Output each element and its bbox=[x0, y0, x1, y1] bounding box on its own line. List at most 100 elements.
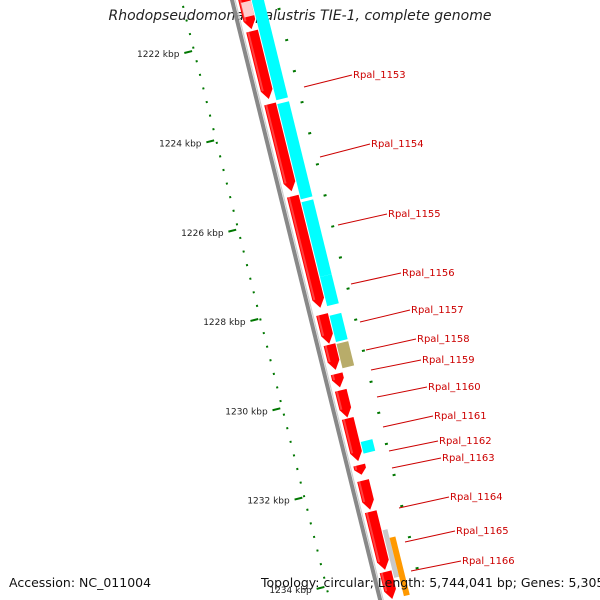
right-tick bbox=[346, 287, 350, 290]
kbp-label: 1224 kbp bbox=[159, 139, 202, 149]
cds-arrow-7-shade bbox=[331, 374, 336, 381]
gene-label: Rpal_1154 bbox=[371, 139, 424, 150]
gene-label: Rpal_1159 bbox=[422, 355, 475, 366]
gene-label-leader bbox=[376, 386, 428, 398]
genome-title: Rhodopseudomonas palustris TIE-1, comple… bbox=[108, 8, 492, 24]
cds-arrow-4 bbox=[286, 194, 325, 308]
gene-label: Rpal_1160 bbox=[428, 382, 481, 393]
gene-feature-5 bbox=[329, 312, 348, 343]
right-tick bbox=[400, 504, 404, 508]
gene-feature-6 bbox=[360, 439, 376, 454]
gene-label-leader bbox=[319, 143, 371, 158]
gene-label-leader bbox=[359, 309, 411, 323]
gene-label-leader bbox=[391, 457, 442, 469]
gene-label: Rpal_1163 bbox=[442, 453, 495, 464]
gene-label-leader bbox=[382, 415, 434, 428]
cds-arrow-9-shade bbox=[342, 419, 354, 454]
gene-label: Rpal_1166 bbox=[462, 556, 515, 567]
cds-arrow-6 bbox=[323, 343, 340, 370]
right-tick bbox=[415, 566, 419, 570]
kbp-tick-major bbox=[316, 585, 325, 590]
gene-label-leader bbox=[404, 530, 456, 543]
gene-label: Rpal_1161 bbox=[434, 411, 487, 422]
kbp-label: 1226 kbp bbox=[181, 229, 224, 239]
cds-arrow-12 bbox=[364, 510, 389, 570]
right-tick bbox=[361, 349, 366, 353]
cds-arrow-9 bbox=[341, 417, 362, 462]
gene-label-leader bbox=[365, 338, 417, 351]
right-tick bbox=[338, 256, 343, 259]
misc-feature-1 bbox=[336, 341, 355, 369]
cds-arrow-8 bbox=[334, 388, 352, 418]
cds-arrow-5-shade bbox=[317, 315, 325, 337]
gene-label: Rpal_1164 bbox=[450, 492, 503, 503]
cds-arrow-3-shade bbox=[265, 104, 287, 184]
cds-arrow-13 bbox=[379, 570, 396, 600]
right-tick bbox=[292, 69, 297, 73]
kbp-label: 1222 kbp bbox=[137, 50, 180, 60]
gene-label: Rpal_1155 bbox=[388, 209, 441, 220]
right-tick bbox=[377, 411, 381, 415]
cds-arrow-8-shade bbox=[335, 391, 343, 410]
cds-arrow-3 bbox=[264, 102, 296, 192]
right-tick bbox=[407, 535, 412, 539]
cds-arrow-11 bbox=[357, 479, 374, 510]
kbp-tick-major bbox=[206, 139, 215, 144]
cds-faint-top bbox=[240, 0, 255, 18]
right-tick bbox=[392, 473, 396, 477]
cds-arrow-2 bbox=[246, 29, 273, 100]
right-tick bbox=[384, 442, 389, 446]
right-tick bbox=[284, 38, 289, 42]
genome-summary-text: Topology: circular; Length: 5,744,041 bp… bbox=[261, 575, 600, 590]
cds-arrow-4-shade bbox=[287, 196, 316, 301]
kbp-label: 1230 kbp bbox=[225, 407, 268, 417]
cds-arrow-7 bbox=[330, 372, 344, 388]
cds-arrow-2-shade bbox=[247, 31, 264, 92]
cds-arrow-13-shade bbox=[380, 572, 388, 592]
kbp-tick-major bbox=[184, 50, 193, 54]
kbp-tick-major bbox=[250, 318, 259, 322]
kbp-tick-major bbox=[272, 407, 281, 412]
cds-arrow-10 bbox=[353, 463, 366, 475]
gene-label: Rpal_1153 bbox=[353, 70, 406, 81]
gene-label: Rpal_1162 bbox=[439, 436, 492, 447]
gene-label: Rpal_1156 bbox=[402, 268, 455, 279]
genome-backbone-edge bbox=[234, 0, 384, 600]
misc-feature-grey bbox=[382, 529, 400, 578]
gene-label: Rpal_1165 bbox=[456, 526, 509, 537]
gene-label-leader bbox=[398, 496, 450, 509]
kbp-tick-major bbox=[294, 496, 303, 501]
right-tick bbox=[315, 162, 320, 166]
gene-label-leader bbox=[410, 560, 462, 572]
cds-arrow-5 bbox=[316, 313, 333, 344]
cds-arrow-12-shade bbox=[365, 512, 381, 563]
kbp-label: 1228 kbp bbox=[203, 318, 246, 328]
gene-label-leader bbox=[370, 359, 422, 371]
right-tick bbox=[331, 225, 335, 228]
gene-feature-2 bbox=[277, 101, 313, 200]
kbp-tick-major bbox=[228, 228, 237, 233]
gene-label: Rpal_1157 bbox=[411, 305, 464, 316]
gene-feature-3 bbox=[301, 199, 332, 277]
right-tick bbox=[300, 100, 304, 104]
right-tick bbox=[369, 380, 373, 384]
gene-feature-1 bbox=[251, 0, 288, 101]
kbp-label: 1232 kbp bbox=[247, 497, 290, 507]
right-tick bbox=[277, 7, 281, 11]
other-feature-1 bbox=[389, 536, 410, 597]
gene-label-leader bbox=[388, 440, 439, 452]
gene-label-leader bbox=[337, 213, 388, 226]
right-tick bbox=[354, 318, 358, 321]
genome-backbone bbox=[229, 0, 383, 600]
cds-arrow-10-shade bbox=[354, 465, 358, 471]
kbp-label: 1234 kbp bbox=[269, 586, 312, 596]
cds-arrow-11-shade bbox=[358, 481, 366, 503]
accession-text: Accession: NC_011004 bbox=[9, 575, 152, 590]
gene-label-leader bbox=[303, 74, 353, 88]
cds-arrow-6-shade bbox=[324, 345, 331, 363]
gene-label-leader bbox=[350, 272, 402, 285]
right-tick bbox=[308, 131, 312, 135]
gene-feature-4 bbox=[319, 274, 339, 307]
